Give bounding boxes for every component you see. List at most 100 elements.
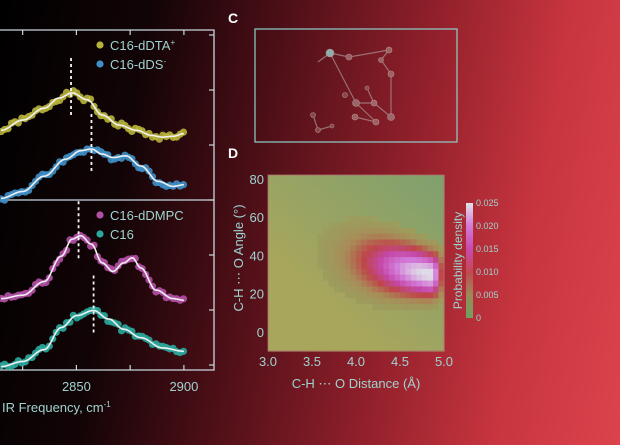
heatmap-cell [372, 227, 379, 235]
heatmap-cell [372, 175, 379, 182]
heatmap-cell [422, 216, 429, 223]
heatmap-cell [367, 216, 374, 223]
heatmap-cell [361, 216, 368, 223]
heatmap-cell [284, 180, 291, 188]
heatmap-cell [339, 233, 346, 241]
heatmap-cell [416, 327, 423, 334]
heatmap-cell [389, 280, 396, 288]
heatmap-cell [411, 339, 418, 346]
heatmap-cell [422, 198, 429, 205]
heatmap-cell [411, 216, 418, 223]
heatmap-cell [279, 198, 286, 205]
heatmap-cell [422, 263, 429, 270]
heatmap-cell [438, 227, 445, 235]
heatmap-cell [394, 298, 401, 305]
heatmap-cell [279, 280, 286, 288]
heatmap-cell [361, 251, 368, 258]
heatmap-cell [433, 286, 440, 293]
heatmap-cell [361, 345, 368, 352]
heatmap-cell [345, 233, 352, 241]
heatmap-cell [279, 251, 286, 258]
heatmap-cell [301, 198, 308, 205]
heatmap-cell [301, 204, 308, 211]
heatmap-cell [273, 304, 280, 311]
heatmap-cell [306, 210, 313, 217]
colorbar-tick-label: 0.015 [476, 244, 499, 254]
heatmap-cell [422, 333, 429, 340]
heatmap-cell [361, 257, 368, 264]
heatmap-cell [268, 327, 275, 334]
heatmap-cell [394, 339, 401, 346]
heatmap-cell [378, 239, 385, 246]
heatmap-cell [372, 286, 379, 293]
heatmap-cell [394, 257, 401, 264]
heatmap-cell [279, 210, 286, 217]
heatmap-cell [317, 304, 324, 311]
heatmap-cell [405, 251, 412, 258]
heatmap-cell [372, 239, 379, 246]
heatmap-cell [411, 292, 418, 299]
heatmap-cell [306, 327, 313, 334]
heatmap-cell [400, 333, 407, 340]
heatmap-cell [405, 245, 412, 252]
heatmap-cell [350, 333, 357, 340]
bond [348, 49, 390, 58]
heatmap-cell [427, 333, 434, 340]
heatmap-cell [438, 339, 445, 346]
heatmap-cell [400, 245, 407, 252]
heatmap-cell [290, 251, 297, 258]
heatmap-cell [422, 210, 429, 217]
heatmap-cell [334, 321, 341, 329]
heatmap-cell [345, 210, 352, 217]
heatmap-cell [405, 280, 412, 288]
heatmap-cell [411, 345, 418, 352]
heatmap-cell [350, 298, 357, 305]
heatmap-cell [394, 198, 401, 205]
heatmap-cell [422, 239, 429, 246]
heatmap-cell [422, 274, 429, 282]
heatmap-cell [290, 175, 297, 182]
heatmap-cell [422, 309, 429, 317]
atom [325, 48, 335, 58]
heatmap-cell [295, 227, 302, 235]
x-tick-label: 4.0 [347, 354, 365, 369]
heatmap-cell [323, 268, 330, 276]
heatmap-cell [323, 245, 330, 252]
heatmap-cell [416, 274, 423, 282]
heatmap-cell [416, 257, 423, 264]
heatmap-cell [290, 227, 297, 235]
heatmap-cell [306, 175, 313, 182]
heatmap-cell [334, 251, 341, 258]
heatmap-cell [295, 286, 302, 293]
heatmap-cell [317, 298, 324, 305]
heatmap-cell [284, 333, 291, 340]
heatmap-cell [383, 315, 390, 323]
heatmap-cell [328, 192, 335, 200]
heatmap-cell [378, 245, 385, 252]
heatmap-cell [312, 216, 319, 223]
heatmap-cell [383, 327, 390, 334]
heatmap-cell [367, 210, 374, 217]
heatmap-cell [372, 268, 379, 276]
heatmap-cell [383, 251, 390, 258]
heatmap-cell [312, 315, 319, 323]
heatmap-cell [301, 192, 308, 200]
heatmap-cell [306, 245, 313, 252]
heatmap-cell [416, 298, 423, 305]
heatmap-cell [438, 180, 445, 188]
heatmap-cell [372, 198, 379, 205]
heatmap-cell [433, 345, 440, 352]
heatmap-cell [361, 327, 368, 334]
heatmap-cell [273, 216, 280, 223]
heatmap-cell [284, 216, 291, 223]
heatmap-cell [400, 239, 407, 246]
heatmap-cell [345, 286, 352, 293]
heatmap-cell [328, 345, 335, 352]
heatmap-cell [356, 192, 363, 200]
heatmap-cell [295, 257, 302, 264]
atom [364, 85, 370, 91]
heatmap-cell [317, 216, 324, 223]
heatmap-cell [301, 309, 308, 317]
heatmap-cell [361, 221, 368, 229]
heatmap-cell [334, 233, 341, 241]
